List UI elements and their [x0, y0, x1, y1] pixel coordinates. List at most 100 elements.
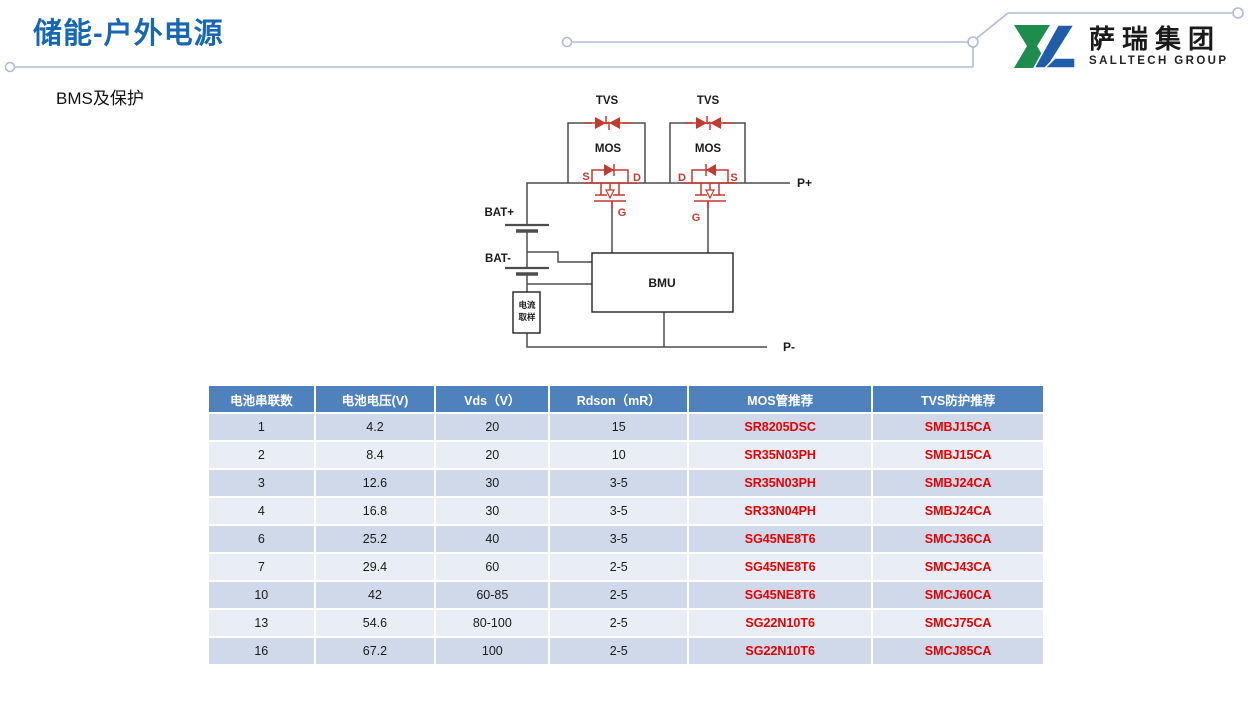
cell-rdson: 2-5 — [550, 582, 688, 608]
p-plus-label: P+ — [797, 176, 812, 190]
recommendation-table-container: 电池串联数 电池电压(V) Vds（V） Rdson（mR） MOS管推荐 TVS防护推荐… — [207, 384, 1045, 666]
page-title: 储能-户外电源 — [33, 18, 224, 50]
circuit-wires — [526, 122, 790, 348]
tvs-label-right: TVS — [697, 95, 720, 107]
cell-vds: 40 — [436, 526, 549, 552]
bat-plus-label: BAT+ — [485, 207, 515, 219]
table-row: 6 25.2 40 3-5 SG45NE8T6 SMCJ36CA — [209, 526, 1043, 552]
cell-rdson: 3-5 — [550, 526, 688, 552]
cell-rdson: 10 — [550, 442, 688, 468]
cell-vds: 100 — [436, 638, 549, 664]
cell-series-count: 6 — [209, 526, 314, 552]
mos-left-gate-label: G — [618, 207, 627, 219]
bat-minus-label: BAT- — [485, 253, 511, 265]
column-header-vds: Vds（V） — [436, 386, 549, 412]
mos-label-left: MOS — [595, 143, 622, 155]
cell-battery-voltage: 29.4 — [315, 554, 435, 580]
battery-icon — [505, 223, 549, 276]
cell-vds: 80-100 — [436, 610, 549, 636]
table-row: 10 42 60-85 2-5 SG45NE8T6 SMCJ60CA — [209, 582, 1043, 608]
cell-mos-recommendation: SG22N10T6 — [689, 610, 872, 636]
recommendation-table: 电池串联数 电池电压(V) Vds（V） Rdson（mR） MOS管推荐 TVS防护推荐… — [207, 384, 1045, 666]
tvs-label-left: TVS — [596, 95, 619, 107]
current-sampling-box: 电流 取样 — [512, 291, 541, 334]
cell-tvs-recommendation: SMBJ24CA — [873, 498, 1043, 524]
cell-rdson: 2-5 — [550, 554, 688, 580]
table-row: 13 54.6 80-100 2-5 SG22N10T6 SMCJ75CA — [209, 610, 1043, 636]
cell-vds: 20 — [436, 442, 549, 468]
section-subtitle: BMS及保护 — [56, 89, 144, 108]
cell-mos-recommendation: SR35N03PH — [689, 442, 872, 468]
column-header-mos-recommendation: MOS管推荐 — [689, 386, 872, 412]
current-sampling-label-line1: 电流 — [518, 300, 536, 310]
cell-rdson: 2-5 — [550, 610, 688, 636]
cell-series-count: 16 — [209, 638, 314, 664]
cell-rdson: 3-5 — [550, 470, 688, 496]
cell-mos-recommendation: SR35N03PH — [689, 470, 872, 496]
cell-mos-recommendation: SR8205DSC — [689, 414, 872, 440]
bmu-box: BMU — [591, 252, 734, 313]
cell-vds: 30 — [436, 498, 549, 524]
cell-series-count: 13 — [209, 610, 314, 636]
mos-right-drain-label: D — [678, 172, 686, 184]
cell-vds: 30 — [436, 470, 549, 496]
cell-tvs-recommendation: SMCJ43CA — [873, 554, 1043, 580]
table-row: 3 12.6 30 3-5 SR35N03PH SMBJ24CA — [209, 470, 1043, 496]
cell-battery-voltage: 16.8 — [315, 498, 435, 524]
mosfet-icon-right — [683, 164, 737, 208]
cell-series-count: 7 — [209, 554, 314, 580]
cell-battery-voltage: 12.6 — [315, 470, 435, 496]
mos-left-source-label: S — [582, 171, 589, 183]
table-row: 4 16.8 30 3-5 SR33N04PH SMBJ24CA — [209, 498, 1043, 524]
logo-name-en: SALLTECH GROUP — [1089, 55, 1229, 67]
cell-rdson: 3-5 — [550, 498, 688, 524]
cell-series-count: 1 — [209, 414, 314, 440]
mos-label-right: MOS — [695, 143, 722, 155]
column-header-series-count: 电池串联数 — [209, 386, 314, 412]
cell-series-count: 2 — [209, 442, 314, 468]
cell-tvs-recommendation: SMBJ15CA — [873, 442, 1043, 468]
cell-battery-voltage: 54.6 — [315, 610, 435, 636]
cell-tvs-recommendation: SMCJ75CA — [873, 610, 1043, 636]
bms-circuit-diagram: 电流 取样 BMU — [485, 95, 813, 354]
mos-right-gate-label: G — [692, 212, 701, 224]
cell-battery-voltage: 4.2 — [315, 414, 435, 440]
deco-circle — [561, 36, 573, 48]
cell-battery-voltage: 8.4 — [315, 442, 435, 468]
cell-tvs-recommendation: SMCJ36CA — [873, 526, 1043, 552]
cell-tvs-recommendation: SMBJ24CA — [873, 470, 1043, 496]
cell-rdson: 15 — [550, 414, 688, 440]
cell-tvs-recommendation: SMCJ85CA — [873, 638, 1043, 664]
cell-vds: 20 — [436, 414, 549, 440]
tvs-diode-icon-right — [685, 116, 732, 130]
logo-mark-icon — [1014, 24, 1076, 69]
p-minus-label: P- — [783, 340, 795, 354]
mos-left-drain-label: D — [633, 172, 641, 184]
cell-mos-recommendation: SG45NE8T6 — [689, 526, 872, 552]
deco-circle — [967, 36, 979, 48]
company-logo: 萨瑞集团 SALLTECH GROUP — [1014, 24, 1228, 70]
deco-circle — [1232, 7, 1244, 19]
mosfet-icon-left — [583, 164, 637, 208]
column-header-tvs-recommendation: TVS防护推荐 — [873, 386, 1043, 412]
cell-mos-recommendation: SG45NE8T6 — [689, 554, 872, 580]
tvs-diode-icon-left — [584, 116, 631, 130]
cell-mos-recommendation: SG45NE8T6 — [689, 582, 872, 608]
cell-battery-voltage: 67.2 — [315, 638, 435, 664]
current-sampling-label-line2: 取样 — [518, 312, 536, 322]
cell-battery-voltage: 42 — [315, 582, 435, 608]
table-row: 16 67.2 100 2-5 SG22N10T6 SMCJ85CA — [209, 638, 1043, 664]
cell-series-count: 10 — [209, 582, 314, 608]
cell-battery-voltage: 25.2 — [315, 526, 435, 552]
deco-circle — [4, 61, 16, 73]
table-row: 1 4.2 20 15 SR8205DSC SMBJ15CA — [209, 414, 1043, 440]
table-row: 7 29.4 60 2-5 SG45NE8T6 SMCJ43CA — [209, 554, 1043, 580]
cell-vds: 60-85 — [436, 582, 549, 608]
logo-name-cn: 萨瑞集团 — [1089, 24, 1222, 54]
bmu-label: BMU — [648, 276, 675, 290]
cell-series-count: 4 — [209, 498, 314, 524]
cell-rdson: 2-5 — [550, 638, 688, 664]
table-row: 2 8.4 20 10 SR35N03PH SMBJ15CA — [209, 442, 1043, 468]
cell-mos-recommendation: SG22N10T6 — [689, 638, 872, 664]
